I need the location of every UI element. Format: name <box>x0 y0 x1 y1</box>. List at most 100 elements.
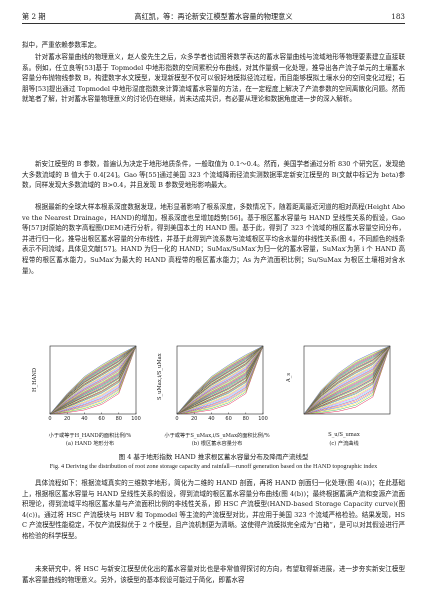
x-tick-label: 60 <box>98 416 104 422</box>
x-tick-label: 40 <box>81 416 87 422</box>
catchment-curve <box>303 345 391 415</box>
panel-a-plot: 0 20 40 60 80 100 <box>48 345 141 422</box>
catchment-curve <box>303 345 391 415</box>
catchment-curve <box>176 345 264 415</box>
catchment-curve <box>303 345 391 415</box>
catchment-curve <box>49 345 137 415</box>
catchment-curve <box>303 345 391 415</box>
catchment-curve <box>49 345 137 415</box>
panel-b-plot: 0 20 40 60 80 100 <box>175 345 268 422</box>
catchment-curve <box>176 345 264 415</box>
paragraph-future: 未来研究中，将 HSC 与新安江模型优化出的蓄水容量对比也是非常值得探讨的方向，… <box>22 565 405 584</box>
catchment-curve <box>49 345 137 415</box>
issue-number: 第 2 期 <box>22 12 46 21</box>
catchment-curve <box>303 345 391 415</box>
running-title: 高红凯，等：再论新安江模型蓄水容量的物理意义 <box>134 12 293 21</box>
catchment-curve <box>176 345 264 415</box>
catchment-curve <box>49 345 137 415</box>
catchment-curve <box>49 345 137 415</box>
x-tick-label: 0 <box>48 416 51 422</box>
panel-b-sublabel: (b) 根区蓄水容量分布 <box>191 441 243 447</box>
catchment-curve <box>176 345 264 415</box>
catchment-curve <box>303 345 391 415</box>
catchment-curve <box>176 345 264 415</box>
catchment-curve <box>49 345 137 415</box>
catchment-curve <box>49 345 137 415</box>
catchment-curve <box>49 345 137 415</box>
catchment-curve <box>49 345 137 415</box>
catchment-curve <box>176 345 264 415</box>
catchment-curve <box>303 345 391 415</box>
catchment-curve <box>176 345 264 415</box>
catchment-curve <box>49 345 137 415</box>
catchment-curve <box>49 345 137 415</box>
catchment-curve <box>303 345 391 415</box>
catchment-curve <box>176 345 264 415</box>
x-tick-label: 80 <box>243 416 249 422</box>
catchment-curve <box>303 345 391 415</box>
catchment-curve <box>49 345 137 415</box>
catchment-curve <box>176 345 264 415</box>
catchment-curve <box>49 345 137 415</box>
catchment-curve <box>303 345 391 415</box>
catchment-curve <box>176 345 264 415</box>
panel-a-sublabel: (a) HAND 地形分布 <box>65 441 115 447</box>
catchment-curve <box>303 345 391 415</box>
x-tick-label: 0 <box>175 416 178 422</box>
paragraph-b-parameter: 新安江模型的 B 参数，普遍认为决定于地形地质条件，一般取值为 0.1～0.4。… <box>22 160 405 190</box>
x-tick-label: 80 <box>116 416 122 422</box>
catchment-curve <box>176 345 264 415</box>
catchment-curve <box>49 345 137 415</box>
panel-b-xlabel: 小于或等于S_uMax,i/S_uMax的面积比例/% <box>164 433 270 439</box>
catchment-curve <box>176 345 264 415</box>
catchment-curve <box>176 345 264 415</box>
catchment-curve <box>49 345 137 415</box>
catchment-curve <box>303 345 391 415</box>
catchment-curve <box>49 345 137 415</box>
catchment-curve <box>303 345 391 415</box>
catchment-curve <box>49 345 137 415</box>
catchment-curve <box>303 345 391 415</box>
catchment-curve <box>303 345 391 415</box>
catchment-curve <box>303 345 391 415</box>
catchment-curve <box>303 345 391 415</box>
catchment-curve <box>49 345 137 415</box>
catchment-curve <box>303 345 391 415</box>
catchment-curve <box>303 345 391 415</box>
catchment-curve <box>176 345 264 415</box>
catchment-curve <box>49 345 137 415</box>
catchment-curve <box>49 345 137 415</box>
catchment-curve <box>176 345 264 415</box>
catchment-curve <box>303 345 391 415</box>
catchment-curve <box>176 345 264 415</box>
catchment-curve <box>49 345 137 415</box>
catchment-curve <box>49 345 137 415</box>
catchment-curve <box>303 345 391 415</box>
catchment-curve <box>176 345 264 415</box>
x-tick-label: 100 <box>258 416 268 422</box>
catchment-curve <box>303 345 391 415</box>
catchment-curve <box>49 345 137 415</box>
catchment-curve <box>49 345 137 415</box>
catchment-curve <box>176 345 264 415</box>
figure-panel-a: 0 20 40 60 80 100 H_HAND <box>32 344 141 422</box>
catchment-curve <box>49 345 137 415</box>
catchment-curve <box>49 345 137 415</box>
plot-frame <box>303 345 391 415</box>
catchment-curve <box>303 345 391 415</box>
catchment-curve <box>303 345 391 415</box>
catchment-curve <box>176 345 264 415</box>
catchment-curve <box>303 345 391 415</box>
catchment-curve <box>303 345 391 415</box>
panel-b-ylabel: S_uMax,i/S_uMax <box>157 353 163 400</box>
catchment-curve <box>303 345 391 415</box>
x-tick-label: 20 <box>191 416 197 422</box>
catchment-curve <box>176 345 264 415</box>
catchment-curve <box>49 345 137 415</box>
x-tick-label: 20 <box>64 416 70 422</box>
catchment-curve <box>303 345 391 415</box>
catchment-curve <box>176 345 264 415</box>
paragraph-process: 具体流程如下：根据流域真实的三维数字地形，简化为二维的 HAND 剖面，再将 H… <box>22 479 405 540</box>
catchment-curve <box>176 345 264 415</box>
figure-panel-c: A_s <box>286 344 394 422</box>
